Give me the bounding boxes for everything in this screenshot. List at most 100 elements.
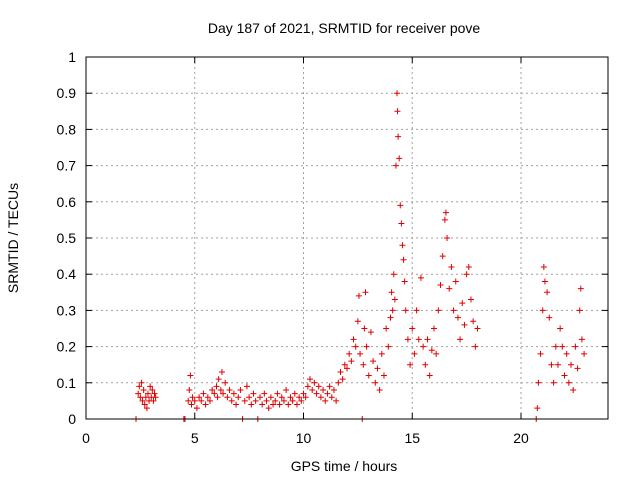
data-point <box>392 162 399 169</box>
data-point <box>399 242 406 249</box>
data-point <box>193 405 200 412</box>
data-point <box>396 155 403 162</box>
data-point <box>401 278 408 285</box>
data-point <box>191 397 198 404</box>
data-point <box>217 387 224 394</box>
data-point <box>546 314 553 321</box>
data-point <box>454 314 461 321</box>
data-point <box>276 401 283 408</box>
x-tick-label: 20 <box>513 430 529 446</box>
x-tick-label: 15 <box>404 430 420 446</box>
grid-lines <box>86 57 608 419</box>
axis-ticks <box>85 56 608 420</box>
data-point <box>570 387 577 394</box>
data-point <box>437 282 444 289</box>
y-axis-label: SRMTID / TECUs <box>5 183 21 293</box>
data-point <box>257 394 263 401</box>
data-point <box>385 343 392 350</box>
data-point <box>563 350 570 357</box>
data-point <box>554 361 561 368</box>
data-point <box>140 387 147 394</box>
y-tick-label: 0.7 <box>57 158 77 174</box>
data-point <box>335 379 342 386</box>
data-point <box>576 307 583 314</box>
data-point <box>389 307 396 314</box>
data-point <box>415 336 422 343</box>
data-point <box>235 394 242 401</box>
data-point <box>397 202 404 209</box>
data-point <box>293 401 300 408</box>
data-point <box>439 253 446 260</box>
data-point <box>248 401 255 408</box>
data-point <box>185 397 192 404</box>
data-point <box>188 401 195 408</box>
data-point <box>404 336 411 343</box>
data-point <box>457 336 464 343</box>
data-points <box>133 90 588 422</box>
data-point <box>228 397 235 404</box>
data-point <box>354 318 361 325</box>
data-point <box>187 372 194 379</box>
data-point <box>280 397 287 404</box>
data-point <box>337 368 344 375</box>
data-point <box>348 358 355 365</box>
y-tick-label: 0.8 <box>57 121 77 137</box>
data-point <box>139 397 146 404</box>
data-point <box>270 401 277 408</box>
data-point <box>565 379 572 386</box>
chart-title: Day 187 of 2021, SRMTID for receiver pov… <box>208 20 481 36</box>
data-point <box>241 397 248 404</box>
data-point <box>313 390 320 397</box>
y-tick-label: 0.1 <box>57 375 77 391</box>
data-point <box>307 376 314 383</box>
data-point <box>540 263 547 270</box>
data-point <box>142 394 149 401</box>
y-tick-label: 0 <box>68 411 76 427</box>
data-point <box>196 394 203 401</box>
data-point <box>230 390 237 397</box>
data-point <box>383 325 390 332</box>
data-point <box>548 361 555 368</box>
data-point <box>452 278 459 285</box>
data-point <box>206 397 213 404</box>
data-point <box>394 108 401 115</box>
data-point <box>446 285 453 292</box>
data-point <box>298 397 305 404</box>
x-axis-label: GPS time / hours <box>291 458 398 474</box>
data-point <box>300 390 307 397</box>
data-point <box>215 376 222 383</box>
data-point <box>152 394 159 401</box>
y-tick-label: 0.5 <box>57 230 77 246</box>
y-tick-label: 1 <box>68 49 76 65</box>
data-point <box>350 336 357 343</box>
data-point <box>433 350 440 357</box>
data-point <box>361 325 368 332</box>
data-point <box>390 271 397 278</box>
data-point <box>189 394 196 401</box>
data-point <box>317 394 324 401</box>
data-point <box>357 350 364 357</box>
data-point <box>420 343 427 350</box>
y-tick-label: 0.9 <box>57 85 77 101</box>
data-point <box>252 397 259 404</box>
data-point <box>135 390 142 397</box>
data-point <box>143 405 150 412</box>
data-point <box>263 397 270 404</box>
data-point <box>539 307 546 314</box>
data-point <box>409 325 416 332</box>
data-point <box>339 376 346 383</box>
data-point <box>311 379 318 386</box>
data-point <box>149 387 156 394</box>
data-point <box>441 216 448 223</box>
data-point <box>265 405 272 412</box>
data-point <box>395 133 402 140</box>
x-tick-label: 10 <box>296 430 312 446</box>
y-tick-label: 0.6 <box>57 194 77 210</box>
data-point <box>559 343 566 350</box>
data-point <box>136 383 143 390</box>
data-point <box>355 292 362 299</box>
data-point <box>137 394 144 401</box>
data-point <box>320 387 327 394</box>
data-point <box>463 271 470 278</box>
